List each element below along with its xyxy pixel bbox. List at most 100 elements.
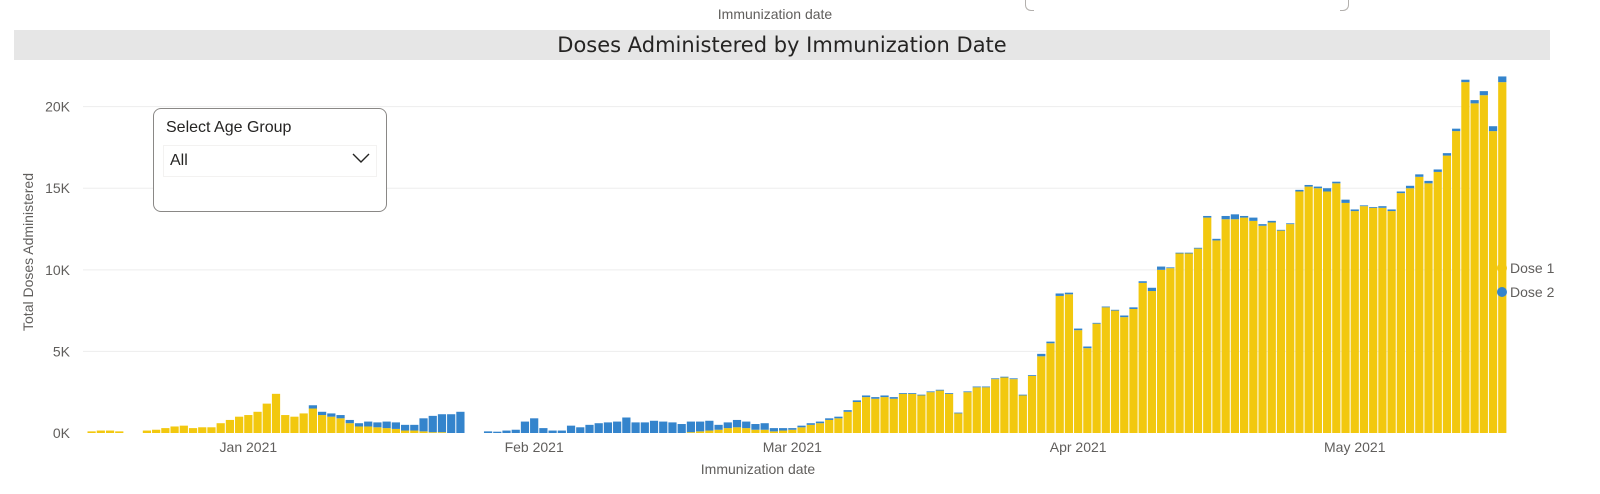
bar-dose-2[interactable]: [576, 427, 585, 433]
bar-dose-2[interactable]: [410, 424, 419, 431]
bar-dose-2[interactable]: [1138, 281, 1147, 283]
bar-dose-1[interactable]: [1249, 220, 1258, 433]
bar-dose-1[interactable]: [105, 430, 115, 433]
bar-dose-2[interactable]: [1230, 214, 1239, 220]
bar-dose-2[interactable]: [1359, 205, 1369, 207]
bar-dose-2[interactable]: [677, 424, 686, 433]
bar-dose-2[interactable]: [502, 430, 511, 433]
bar-dose-1[interactable]: [1018, 395, 1027, 433]
bar-dose-1[interactable]: [354, 426, 364, 433]
bar-dose-2[interactable]: [815, 421, 825, 424]
bar-dose-2[interactable]: [825, 418, 834, 420]
bar-dose-1[interactable]: [1221, 219, 1230, 433]
bar-dose-1[interactable]: [686, 432, 696, 433]
bar-dose-2[interactable]: [539, 428, 548, 433]
bar-dose-1[interactable]: [428, 432, 437, 433]
bar-dose-1[interactable]: [1166, 268, 1175, 433]
bar-dose-1[interactable]: [1322, 191, 1332, 433]
bar-dose-1[interactable]: [1175, 253, 1184, 434]
bar-dose-1[interactable]: [1415, 176, 1424, 433]
bar-dose-2[interactable]: [511, 429, 520, 433]
bar-dose-1[interactable]: [198, 427, 207, 433]
bar-dose-2[interactable]: [1276, 229, 1286, 231]
bar-dose-1[interactable]: [1442, 155, 1452, 433]
bar-dose-1[interactable]: [1037, 356, 1046, 433]
bar-dose-1[interactable]: [1387, 211, 1396, 433]
bar-dose-1[interactable]: [253, 411, 262, 433]
bar-dose-2[interactable]: [308, 405, 317, 409]
bar-dose-2[interactable]: [935, 389, 944, 391]
bar-dose-2[interactable]: [1369, 206, 1378, 208]
bar-dose-2[interactable]: [1442, 153, 1452, 156]
bar-dose-1[interactable]: [373, 427, 382, 433]
bar-dose-2[interactable]: [613, 421, 622, 433]
bar-dose-1[interactable]: [779, 430, 788, 433]
bar-dose-1[interactable]: [1396, 193, 1405, 433]
legend-item-dose-2[interactable]: Dose 2: [1497, 280, 1554, 304]
bar-dose-1[interactable]: [1304, 186, 1313, 433]
bar-dose-2[interactable]: [1212, 238, 1221, 241]
bar-dose-2[interactable]: [668, 422, 677, 433]
bar-dose-1[interactable]: [1276, 230, 1286, 433]
bar-dose-2[interactable]: [364, 421, 373, 427]
bar-dose-2[interactable]: [880, 395, 889, 398]
bar-dose-1[interactable]: [1332, 183, 1341, 433]
bar-dose-1[interactable]: [1498, 82, 1507, 433]
bar-dose-2[interactable]: [520, 421, 530, 433]
bar-dose-1[interactable]: [327, 416, 336, 433]
bar-dose-1[interactable]: [751, 429, 760, 433]
bar-dose-2[interactable]: [991, 378, 1000, 380]
bar-dose-1[interactable]: [290, 416, 299, 433]
bar-dose-2[interactable]: [686, 421, 696, 433]
bar-dose-1[interactable]: [161, 428, 170, 433]
bar-dose-2[interactable]: [898, 393, 908, 394]
bar-dose-1[interactable]: [299, 413, 308, 433]
bar-dose-2[interactable]: [1249, 217, 1258, 221]
age-group-dropdown[interactable]: All: [163, 145, 377, 177]
bar-dose-1[interactable]: [345, 423, 354, 433]
bar-dose-2[interactable]: [1175, 252, 1184, 254]
bar-dose-2[interactable]: [714, 424, 723, 430]
bar-dose-1[interactable]: [400, 430, 410, 433]
bar-dose-2[interactable]: [566, 425, 576, 433]
bar-dose-2[interactable]: [1470, 100, 1479, 104]
bar-dose-1[interactable]: [1193, 248, 1203, 433]
bar-dose-2[interactable]: [944, 393, 954, 394]
bar-dose-1[interactable]: [1184, 253, 1193, 434]
bar-dose-1[interactable]: [1479, 95, 1488, 434]
bar-dose-1[interactable]: [1295, 191, 1304, 433]
bar-dose-2[interactable]: [548, 430, 557, 433]
bar-dose-1[interactable]: [152, 429, 161, 433]
bar-dose-1[interactable]: [917, 395, 926, 433]
bar-dose-1[interactable]: [1452, 131, 1461, 433]
bar-dose-1[interactable]: [1157, 269, 1166, 433]
bar-dose-1[interactable]: [281, 415, 290, 433]
bar-dose-1[interactable]: [1258, 225, 1267, 433]
bar-dose-1[interactable]: [1147, 291, 1157, 433]
bar-dose-1[interactable]: [318, 415, 327, 433]
bar-dose-1[interactable]: [1129, 308, 1138, 433]
bar-dose-2[interactable]: [742, 421, 751, 429]
bar-dose-1[interactable]: [732, 427, 742, 433]
bar-dose-2[interactable]: [917, 394, 926, 396]
bar-dose-2[interactable]: [852, 400, 861, 402]
bar-dose-1[interactable]: [271, 393, 281, 433]
bar-dose-2[interactable]: [1396, 191, 1405, 194]
bar-dose-1[interactable]: [1110, 310, 1120, 433]
bar-dose-1[interactable]: [1240, 217, 1249, 433]
bar-dose-1[interactable]: [908, 393, 917, 433]
bar-dose-2[interactable]: [594, 423, 603, 433]
bar-dose-2[interactable]: [327, 413, 336, 417]
bar-dose-2[interactable]: [354, 423, 364, 427]
bar-dose-2[interactable]: [705, 420, 714, 431]
bar-dose-2[interactable]: [1184, 252, 1193, 254]
bar-dose-2[interactable]: [1295, 189, 1304, 192]
bar-dose-1[interactable]: [723, 428, 732, 433]
bar-dose-2[interactable]: [345, 419, 354, 424]
bar-dose-2[interactable]: [723, 422, 732, 429]
bar-dose-1[interactable]: [1027, 375, 1037, 433]
bar-dose-2[interactable]: [1267, 220, 1276, 223]
bar-dose-1[interactable]: [1212, 240, 1221, 433]
bar-dose-2[interactable]: [1221, 215, 1230, 220]
bar-dose-1[interactable]: [889, 398, 898, 433]
